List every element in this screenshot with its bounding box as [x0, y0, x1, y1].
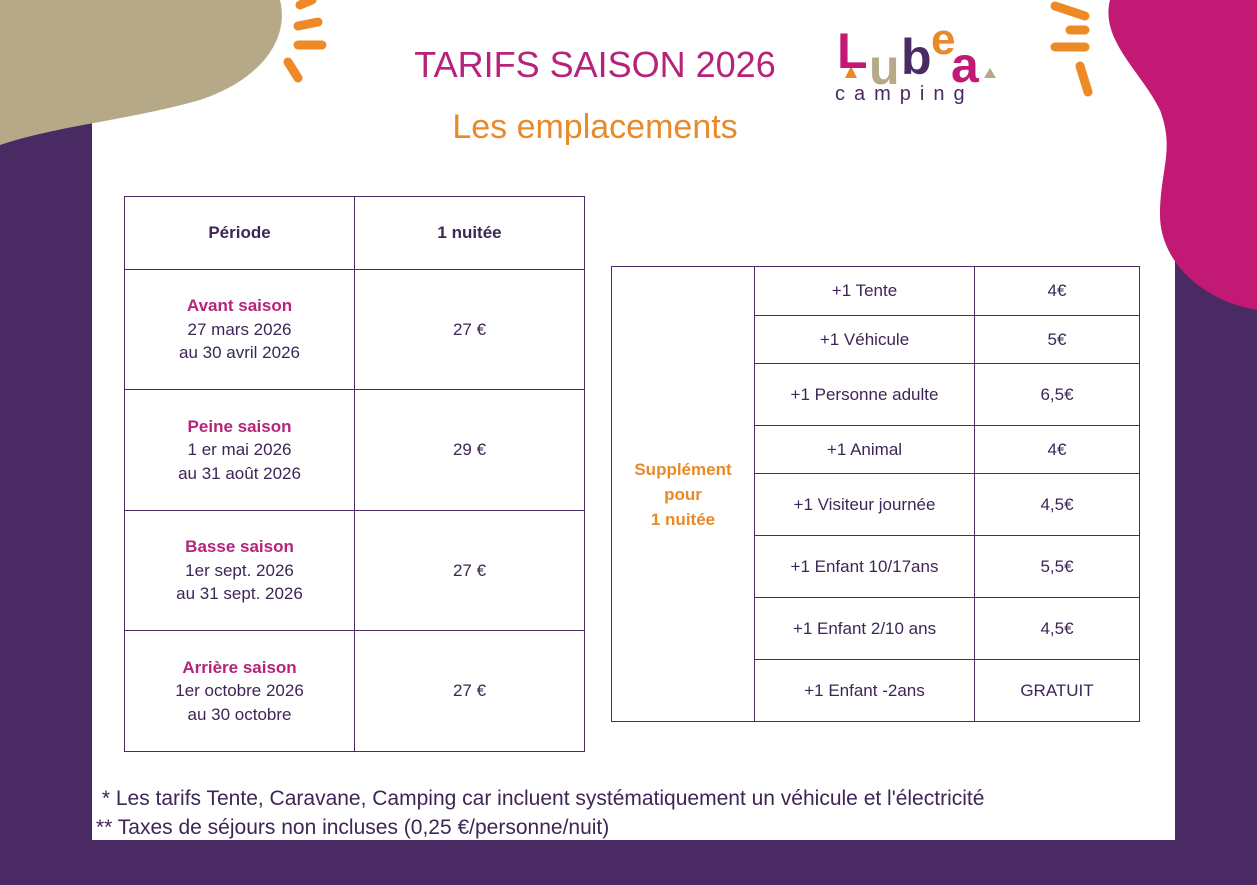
- periods-table: Période 1 nuitée Avant saison 27 mars 2026 a…: [123, 196, 585, 752]
- logo-triangle: [845, 66, 857, 78]
- supplement-item: +1 Véhicule: [754, 315, 975, 364]
- season-name: Peine saison: [187, 416, 292, 436]
- supplement-item: +1 Enfant -2ans: [754, 659, 975, 722]
- logo-letter: b: [901, 29, 932, 85]
- price: 29 €: [354, 389, 585, 511]
- season-name: Basse saison: [185, 537, 294, 557]
- supplements-table: Supplément pour 1 nuitée +1 Tente 4€ +1 Véhic…: [611, 266, 1140, 722]
- supplement-row: +1 Enfant -2ans GRATUIT: [612, 659, 1140, 722]
- logo: L u b e a camping: [835, 18, 1005, 112]
- season-dates: 27 mars 2026: [187, 319, 292, 339]
- footnote: * Les tarifs Tente, Caravane, Camping ca…: [96, 787, 985, 811]
- supplement-price: 6,5€: [974, 363, 1140, 426]
- supplement-row: +1 Véhicule 5€: [612, 315, 1140, 364]
- logo-tagline: camping: [835, 83, 974, 105]
- period-cell: Basse saison 1er sept. 2026 au 31 sept. 20…: [123, 510, 356, 631]
- supplement-row: +1 Enfant 10/17ans 5,5€: [612, 535, 1140, 598]
- supplement-item: +1 Tente: [754, 266, 975, 316]
- supplement-price: 4€: [974, 425, 1140, 474]
- season-dates: au 31 sept. 2026: [176, 584, 303, 604]
- price: 27 €: [354, 630, 585, 752]
- title: TARIFS SAISON 2026: [414, 44, 776, 85]
- supplement-item: +1 Enfant 2/10 ans: [754, 597, 975, 660]
- footnote: ** Taxes de séjours non incluses (0,25 €…: [96, 816, 610, 839]
- season-dates: au 30 avril 2026: [179, 343, 300, 363]
- supplement-label-line: 1 nuitée: [650, 509, 716, 529]
- season-dates: 1er octobre 2026: [175, 681, 304, 701]
- logo-letter: L: [837, 23, 868, 79]
- period-row: Peine saison 1 er mai 2026 au 31 août 2026…: [123, 389, 585, 511]
- period-row: Arrière saison 1er octobre 2026 au 30 octo…: [123, 630, 585, 752]
- footnote-text: * Les tarifs Tente, Caravane, Camping ca…: [101, 787, 985, 810]
- price: 27 €: [354, 269, 585, 390]
- season-name: Avant saison: [186, 296, 293, 316]
- logo-letter: e: [931, 15, 956, 64]
- logo-letter: a: [951, 37, 979, 93]
- supplement-price: GRATUIT: [974, 659, 1140, 722]
- season-dates: au 30 octobre: [187, 704, 292, 724]
- column-header: 1 nuitée: [354, 196, 585, 270]
- supplement-price: 4,5€: [974, 473, 1140, 536]
- supplement-price: 4,5€: [974, 597, 1140, 660]
- period-cell: Arrière saison 1er octobre 2026 au 30 octo…: [123, 630, 356, 752]
- period-row: Basse saison 1er sept. 2026 au 31 sept. 20…: [123, 510, 585, 631]
- supplement-row: +1 Visiteur journée 4,5€: [612, 473, 1140, 536]
- logo-letter: u: [869, 39, 900, 95]
- supplement-label: Supplément pour 1 nuitée: [611, 266, 755, 722]
- beige-blob: [0, 0, 282, 145]
- supplement-row: +1 Animal 4€: [612, 425, 1140, 474]
- supplement-label-line: pour: [664, 484, 702, 504]
- supplement-row: +1 Enfant 2/10 ans 4,5€: [612, 597, 1140, 660]
- supplement-row: Supplément pour 1 nuitée +1 Tente 4€: [611, 266, 1140, 722]
- supplement-row: +1 Personne adulte 6,5€: [612, 363, 1140, 426]
- column-header: Période: [123, 196, 356, 270]
- period-cell: Avant saison 27 mars 2026 au 30 avril 2026: [123, 269, 356, 390]
- logo-triangle: [984, 68, 996, 78]
- period-cell: Peine saison 1 er mai 2026 au 31 août 2026: [123, 389, 356, 511]
- season-dates: au 31 août 2026: [178, 463, 301, 483]
- season-dates: 1 er mai 2026: [187, 440, 292, 460]
- season-name: Arrière saison: [182, 657, 297, 677]
- period-row: Avant saison 27 mars 2026 au 30 avril 2026…: [123, 269, 585, 390]
- supplement-item: +1 Visiteur journée: [754, 473, 975, 536]
- subtitle: Les emplacements: [452, 108, 738, 146]
- header-row: Période 1 nuitée: [123, 196, 585, 270]
- magenta-blob: [1108, 0, 1257, 310]
- supplement-item: +1 Personne adulte: [754, 363, 975, 426]
- supplement-price: 5,5€: [974, 535, 1140, 598]
- supplement-item: +1 Animal: [754, 425, 975, 474]
- season-dates: 1er sept. 2026: [185, 560, 294, 580]
- supplement-label-line: Supplément: [634, 459, 732, 479]
- sun-rays: [283, 0, 1093, 97]
- supplement-price: 5€: [974, 315, 1140, 364]
- supplement-item: +1 Enfant 10/17ans: [754, 535, 975, 598]
- price: 27 €: [354, 510, 585, 631]
- supplement-price: 4€: [974, 266, 1140, 316]
